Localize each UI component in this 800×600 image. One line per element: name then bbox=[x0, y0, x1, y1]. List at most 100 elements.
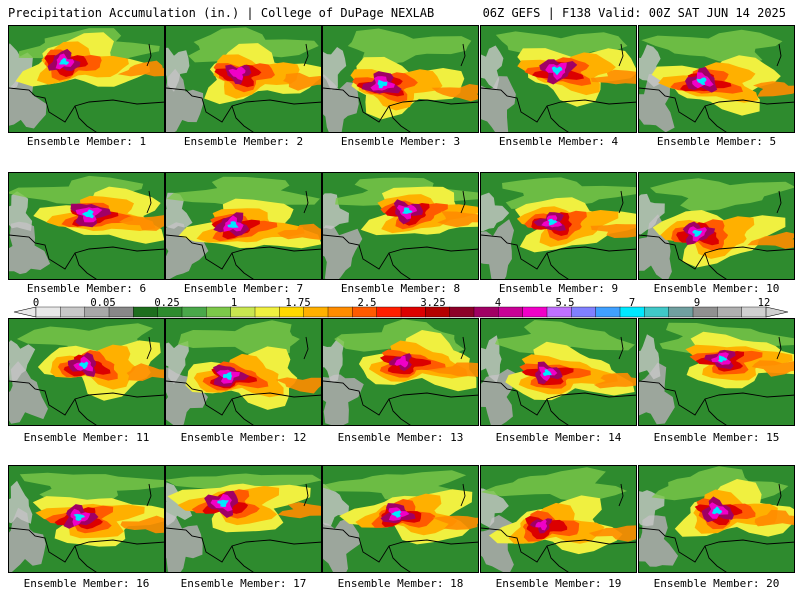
extreme-core bbox=[227, 221, 239, 228]
extreme-core bbox=[718, 355, 728, 363]
extreme-core bbox=[692, 229, 703, 237]
boundary-line bbox=[166, 87, 321, 123]
extreme-core bbox=[547, 218, 558, 226]
scale-swatch bbox=[327, 306, 353, 318]
dry-area-northwest bbox=[9, 340, 36, 382]
coastline bbox=[704, 105, 727, 132]
light-rain-band bbox=[650, 178, 794, 212]
dry-area-west bbox=[166, 511, 203, 572]
precip-map bbox=[481, 319, 636, 425]
ensemble-member-label: Ensemble Member: 13 bbox=[337, 431, 464, 444]
precip-tail-east bbox=[593, 372, 636, 389]
precip-map bbox=[323, 466, 478, 572]
river-line bbox=[618, 190, 624, 214]
ensemble-panel-16 bbox=[8, 465, 165, 573]
river-line bbox=[618, 483, 624, 507]
scale-swatch bbox=[571, 306, 597, 318]
dry-area-northwest bbox=[9, 191, 33, 231]
extreme-core bbox=[377, 79, 388, 89]
dry-area-west bbox=[323, 518, 360, 572]
dry-area-west bbox=[166, 367, 208, 425]
scale-swatch bbox=[522, 306, 548, 318]
precip-tail-east bbox=[751, 360, 794, 377]
ensemble-panel-14 bbox=[480, 318, 637, 426]
ensemble-member-label: Ensemble Member: 8 bbox=[340, 282, 461, 295]
scale-swatch bbox=[35, 306, 61, 318]
boundary-line bbox=[166, 380, 321, 416]
ensemble-panel-12 bbox=[165, 318, 322, 426]
coastline bbox=[231, 398, 254, 425]
boundary-line bbox=[639, 234, 794, 270]
boundary-line bbox=[481, 234, 636, 270]
ensemble-panel-5 bbox=[638, 25, 795, 133]
ensemble-panel-20 bbox=[638, 465, 795, 573]
coastline bbox=[231, 252, 254, 279]
precip-tail-east bbox=[588, 525, 636, 542]
extreme-core bbox=[551, 66, 563, 76]
boundary-line bbox=[166, 234, 321, 270]
ensemble-member-label: Ensemble Member: 9 bbox=[498, 282, 619, 295]
extreme-core bbox=[222, 371, 233, 380]
boundary-line bbox=[481, 527, 636, 563]
precip-map bbox=[323, 319, 478, 425]
extreme-core bbox=[78, 361, 89, 370]
light-rain-band bbox=[502, 177, 636, 209]
extreme-core bbox=[390, 510, 402, 518]
coastline bbox=[74, 398, 97, 425]
ensemble-member-label: Ensemble Member: 16 bbox=[23, 577, 150, 590]
extreme-core bbox=[711, 506, 723, 515]
scale-tick-label: 0 bbox=[32, 297, 40, 309]
ensemble-member-label: Ensemble Member: 19 bbox=[495, 577, 622, 590]
scale-tick-label: 1.75 bbox=[285, 297, 311, 309]
scale-arrow-right bbox=[765, 306, 789, 318]
heavy-core-inner bbox=[228, 66, 246, 81]
ensemble-member-label: Ensemble Member: 20 bbox=[653, 577, 780, 590]
ensemble-member-label: Ensemble Member: 14 bbox=[495, 431, 622, 444]
scale-swatch bbox=[449, 306, 475, 318]
dry-area-northwest bbox=[481, 45, 504, 90]
scale-swatch bbox=[206, 306, 232, 318]
precip-map bbox=[323, 26, 478, 132]
precip-map bbox=[323, 173, 478, 279]
ensemble-panel-8 bbox=[322, 172, 479, 280]
precip-tail-east bbox=[275, 377, 321, 394]
light-rain-band bbox=[641, 29, 783, 66]
scale-swatch bbox=[717, 306, 743, 318]
dry-area-northwest bbox=[639, 193, 665, 236]
precip-map bbox=[166, 466, 321, 572]
river-line bbox=[776, 483, 782, 507]
boundary-line bbox=[323, 380, 478, 416]
coastline bbox=[231, 545, 254, 572]
scale-swatch bbox=[644, 306, 670, 318]
precip-map bbox=[9, 173, 164, 279]
river-line bbox=[776, 336, 782, 360]
dry-area-northwest bbox=[323, 47, 347, 91]
coastline bbox=[704, 545, 727, 572]
extreme-core bbox=[217, 499, 229, 507]
ensemble-panel-15 bbox=[638, 318, 795, 426]
header-title: Precipitation Accumulation (in.) | Colle… bbox=[8, 6, 435, 20]
dry-area-west bbox=[639, 362, 675, 425]
boundary-line bbox=[639, 380, 794, 416]
precip-tail-east bbox=[431, 84, 478, 102]
boundary-line bbox=[323, 234, 478, 270]
coastline bbox=[704, 398, 727, 425]
dry-area-west bbox=[323, 225, 363, 279]
precip-tail-east bbox=[117, 60, 164, 77]
river-line bbox=[146, 483, 152, 507]
precip-tail-east bbox=[427, 362, 478, 377]
scale-swatch bbox=[60, 306, 86, 318]
ensemble-panel-6 bbox=[8, 172, 165, 280]
scale-tick-label: 7 bbox=[628, 297, 636, 309]
coastline bbox=[388, 398, 411, 425]
ensemble-panel-11 bbox=[8, 318, 165, 426]
dry-area-west bbox=[9, 68, 47, 129]
extreme-core bbox=[542, 369, 552, 377]
precip-map bbox=[481, 173, 636, 279]
coastline bbox=[231, 105, 254, 132]
dry-area-west bbox=[323, 374, 364, 425]
ensemble-panel-2 bbox=[165, 25, 322, 133]
dry-area-west bbox=[639, 515, 679, 567]
dry-area-west bbox=[639, 73, 675, 132]
precip-map bbox=[9, 319, 164, 425]
